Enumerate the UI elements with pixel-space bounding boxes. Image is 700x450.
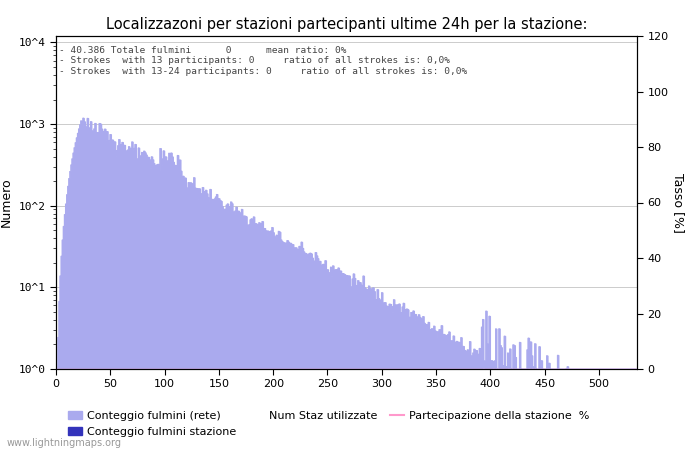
Title: Localizzazoni per stazioni partecipanti ultime 24h per la stazione:: Localizzazoni per stazioni partecipanti … (106, 17, 587, 32)
Y-axis label: Numero: Numero (0, 178, 13, 227)
Y-axis label: Tasso [%]: Tasso [%] (672, 172, 685, 233)
Legend: Conteggio fulmini (rete), Conteggio fulmini stazione, Num Staz utilizzate, Parte: Conteggio fulmini (rete), Conteggio fulm… (65, 408, 593, 440)
Text: www.lightningmaps.org: www.lightningmaps.org (7, 438, 122, 448)
Text: - 40.386 Totale fulmini      0      mean ratio: 0%
- Strokes  with 13 participan: - 40.386 Totale fulmini 0 mean ratio: 0%… (59, 46, 467, 76)
